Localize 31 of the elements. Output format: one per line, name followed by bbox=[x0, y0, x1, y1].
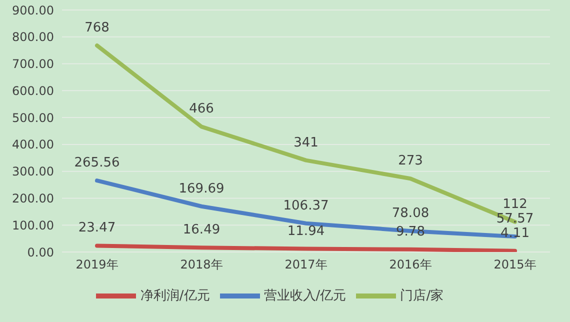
data-label: 169.69 bbox=[178, 181, 224, 196]
y-tick-label: 900.00 bbox=[12, 3, 54, 18]
data-label: 4.11 bbox=[500, 226, 530, 241]
data-label: 466 bbox=[189, 102, 214, 117]
y-tick-label: 700.00 bbox=[12, 57, 54, 72]
y-tick-label: 0.00 bbox=[27, 245, 54, 260]
x-tick-label: 2018年 bbox=[180, 258, 223, 272]
y-tick-label: 800.00 bbox=[12, 30, 54, 44]
data-label: 112 bbox=[502, 196, 528, 212]
x-tick-label: 2019年 bbox=[76, 258, 118, 272]
data-label: 273 bbox=[398, 154, 423, 169]
y-tick-label: 400.00 bbox=[12, 138, 54, 152]
data-label: 78.08 bbox=[392, 206, 430, 222]
x-tick-label: 2015年 bbox=[494, 258, 536, 272]
y-tick-label: 600.00 bbox=[12, 84, 54, 98]
y-tick-label: 100.00 bbox=[12, 218, 54, 232]
legend-label: 门店/家 bbox=[400, 288, 444, 304]
x-tick-label: 2016年 bbox=[389, 258, 432, 272]
y-tick-label: 500.00 bbox=[12, 110, 54, 125]
data-label: 341 bbox=[294, 135, 318, 150]
y-tick-label: 200.00 bbox=[12, 191, 54, 206]
data-label: 23.47 bbox=[78, 220, 116, 236]
x-tick-label: 2017年 bbox=[284, 258, 328, 272]
data-label: 11.94 bbox=[287, 224, 325, 239]
data-label: 265.56 bbox=[74, 156, 120, 171]
legend-label: 净利润/亿元 bbox=[140, 288, 210, 304]
legend-label: 营业收入/亿元 bbox=[264, 288, 346, 304]
data-label: 16.49 bbox=[182, 222, 220, 238]
y-tick-label: 300.00 bbox=[12, 164, 54, 179]
data-label: 768 bbox=[84, 20, 110, 36]
data-label: 106.37 bbox=[283, 198, 329, 214]
